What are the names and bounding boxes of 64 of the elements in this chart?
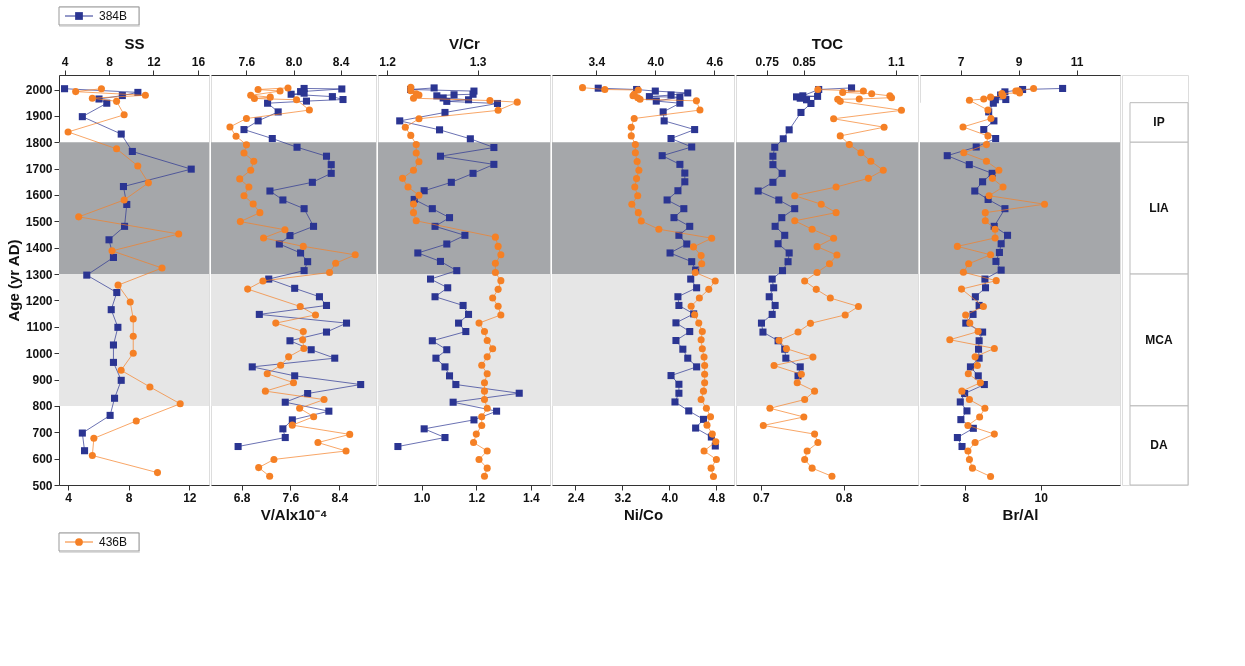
x2-tick-label: 4 [61,54,69,69]
y-tick-label: 800 [32,399,53,414]
x-tick-label: 0.8 [835,490,853,505]
y-tick-label: 1500 [25,214,53,229]
x2-tick-label: 12 [147,54,161,69]
x2-tick-label: 4.6 [706,54,724,69]
x2-axis-title: V/Cr [449,34,481,52]
y-tick-label: 1200 [25,293,53,308]
x2-axis-title: TOC [811,34,844,52]
x2-tick-label: 9 [1015,54,1023,69]
x-axis-title: V/Alx10⁻⁴ [260,505,328,523]
x2-tick-label: 0.85 [792,54,817,69]
x-tick-label: 4.0 [661,490,679,505]
x-tick-label: 3.2 [614,490,632,505]
x2-tick-label: 4.0 [647,54,665,69]
x2-axis-title: SS [124,34,145,52]
x2-tick-label: 8 [106,54,114,69]
x-tick-label: 10 [1034,490,1049,505]
band-label: LIA [1149,201,1169,216]
y-tick-label: 500 [32,478,53,493]
y-tick-label: 1000 [25,346,53,361]
y-tick-label: 1400 [25,241,53,256]
x-tick-label: 1.0 [413,490,431,505]
band-label: MCA [1145,332,1173,347]
y-tick-label: 700 [32,425,53,440]
x2-tick-label: 1.1 [888,54,906,69]
x2-tick-label: 0.75 [755,54,780,69]
x2-tick-label: 3.4 [588,54,606,69]
y-tick-label: 1900 [25,109,53,124]
x-tick-label: 8 [962,490,970,505]
x-tick-label: 4 [65,490,73,505]
x-tick-label: 4.8 [708,490,726,505]
x-axis-title: Ni/Co [623,505,664,523]
legend-label: 436B [99,535,128,549]
y-tick-label: 1700 [25,162,53,177]
y-tick-label: 1800 [25,135,53,150]
x-tick-label: 1.4 [523,490,541,505]
y-tick-label: 1600 [25,188,53,203]
y-axis-title: Age (yr AD) [4,239,22,322]
x-axis-title: Br/Al [1002,505,1039,523]
x2-tick-label: 7 [957,54,965,69]
band-label: IP [1153,115,1165,130]
x-tick-label: 0.7 [752,490,770,505]
x-tick-label: 2.4 [567,490,585,505]
x-tick-label: 12 [183,490,197,505]
x2-tick-label: 8.4 [332,54,350,69]
x-tick-label: 7.6 [282,490,300,505]
y-tick-label: 1300 [25,267,53,282]
x2-tick-label: 1.2 [379,54,397,69]
x-tick-label: 6.8 [233,490,251,505]
x-tick-label: 8.4 [331,490,349,505]
y-tick-label: 900 [32,373,53,388]
y-tick-label: 1100 [26,320,53,335]
band-label: DA [1150,438,1168,453]
x-tick-label: 8 [125,490,133,505]
legend-label: 384B [99,9,128,23]
x2-tick-label: 7.6 [238,54,256,69]
x2-tick-label: 16 [191,54,206,69]
y-tick-label: 2000 [25,83,53,97]
y-tick-label: 600 [32,452,53,467]
x2-tick-label: 11 [1070,54,1084,69]
x2-tick-label: 8.0 [285,54,303,69]
x2-tick-label: 1.3 [469,54,487,69]
x-tick-label: 1.2 [468,490,486,505]
